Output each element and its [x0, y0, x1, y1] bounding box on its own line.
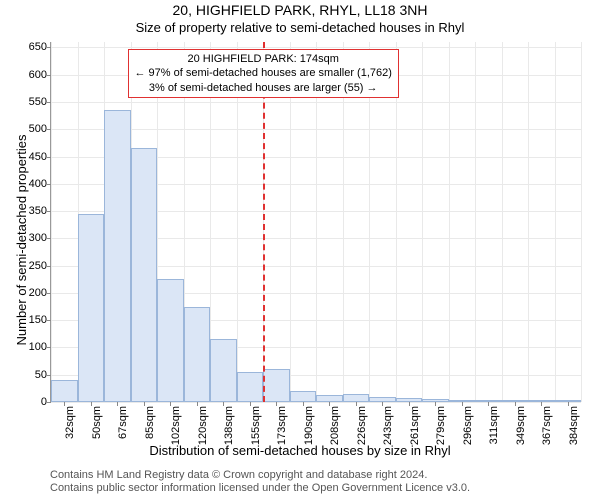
x-tick-label: 85sqm: [144, 406, 156, 439]
gridline-v: [449, 42, 450, 402]
gridline-v: [528, 42, 529, 402]
histogram-bar: [237, 372, 264, 402]
x-axis-label: Distribution of semi-detached houses by …: [0, 443, 600, 458]
gridline-v: [422, 42, 423, 402]
histogram-bar: [290, 391, 317, 402]
x-tick-label: 226sqm: [356, 406, 368, 445]
callout-line: 20 HIGHFIELD PARK: 174sqm: [135, 52, 392, 66]
y-tick-label: 50: [35, 369, 51, 381]
gridline-v: [51, 42, 52, 402]
y-tick-label: 450: [29, 151, 51, 163]
callout-line: 3% of semi-detached houses are larger (5…: [135, 81, 392, 95]
attribution-text: Contains HM Land Registry data © Crown c…: [50, 469, 470, 497]
x-tick-label: 50sqm: [91, 406, 103, 439]
x-tick-label: 208sqm: [329, 406, 341, 445]
x-tick-label: 243sqm: [382, 406, 394, 445]
x-tick-label: 367sqm: [541, 406, 553, 445]
chart-subtitle: Size of property relative to semi-detach…: [0, 20, 600, 35]
y-tick-label: 150: [29, 314, 51, 326]
histogram-bar: [396, 398, 423, 402]
histogram-bar: [422, 399, 449, 402]
x-tick-label: 261sqm: [409, 406, 421, 445]
histogram-bar: [369, 397, 396, 402]
histogram-plot: 0501001502002503003504004505005506006503…: [50, 42, 581, 403]
y-tick-label: 0: [41, 396, 51, 408]
x-tick-label: 311sqm: [488, 406, 500, 444]
x-tick-label: 67sqm: [117, 406, 129, 439]
x-tick-label: 190sqm: [303, 406, 315, 445]
gridline-v: [581, 42, 582, 402]
gridline-v: [502, 42, 503, 402]
histogram-bar: [555, 400, 582, 402]
histogram-bar: [51, 380, 78, 402]
x-tick-label: 155sqm: [250, 406, 262, 445]
histogram-bar: [131, 148, 158, 402]
histogram-bar: [210, 339, 237, 402]
y-tick-label: 200: [29, 287, 51, 299]
x-tick-label: 349sqm: [515, 406, 527, 445]
x-tick-label: 32sqm: [64, 406, 76, 439]
gridline-h: [51, 402, 581, 403]
callout-box: 20 HIGHFIELD PARK: 174sqm← 97% of semi-d…: [128, 49, 399, 98]
y-tick-label: 100: [29, 341, 51, 353]
histogram-bar: [316, 395, 343, 402]
histogram-bar: [184, 307, 211, 402]
histogram-bar: [78, 214, 105, 402]
y-tick-label: 650: [29, 41, 51, 53]
x-tick-label: 296sqm: [462, 406, 474, 445]
x-tick-label: 279sqm: [435, 406, 447, 445]
histogram-bar: [343, 394, 370, 402]
page-title: 20, HIGHFIELD PARK, RHYL, LL18 3NH: [0, 2, 600, 18]
x-tick-label: 102sqm: [170, 406, 182, 445]
attribution-line: Contains HM Land Registry data © Crown c…: [50, 469, 470, 483]
histogram-bar: [502, 400, 529, 402]
histogram-bar: [449, 400, 476, 402]
x-tick-label: 138sqm: [223, 406, 235, 445]
x-tick-label: 120sqm: [197, 406, 209, 445]
x-tick-label: 384sqm: [568, 406, 580, 445]
histogram-bar: [475, 400, 502, 402]
histogram-bar: [104, 110, 131, 402]
histogram-bar: [263, 369, 290, 402]
gridline-v: [555, 42, 556, 402]
callout-line: ← 97% of semi-detached houses are smalle…: [135, 66, 392, 80]
y-tick-label: 400: [29, 178, 51, 190]
y-tick-label: 250: [29, 260, 51, 272]
x-tick-label: 173sqm: [276, 406, 288, 445]
y-tick-label: 300: [29, 232, 51, 244]
attribution-line: Contains public sector information licen…: [50, 482, 470, 496]
y-tick-label: 600: [29, 69, 51, 81]
histogram-bar: [157, 279, 184, 402]
histogram-bar: [528, 400, 555, 402]
y-tick-label: 550: [29, 96, 51, 108]
gridline-v: [475, 42, 476, 402]
y-tick-label: 500: [29, 123, 51, 135]
y-tick-label: 350: [29, 205, 51, 217]
